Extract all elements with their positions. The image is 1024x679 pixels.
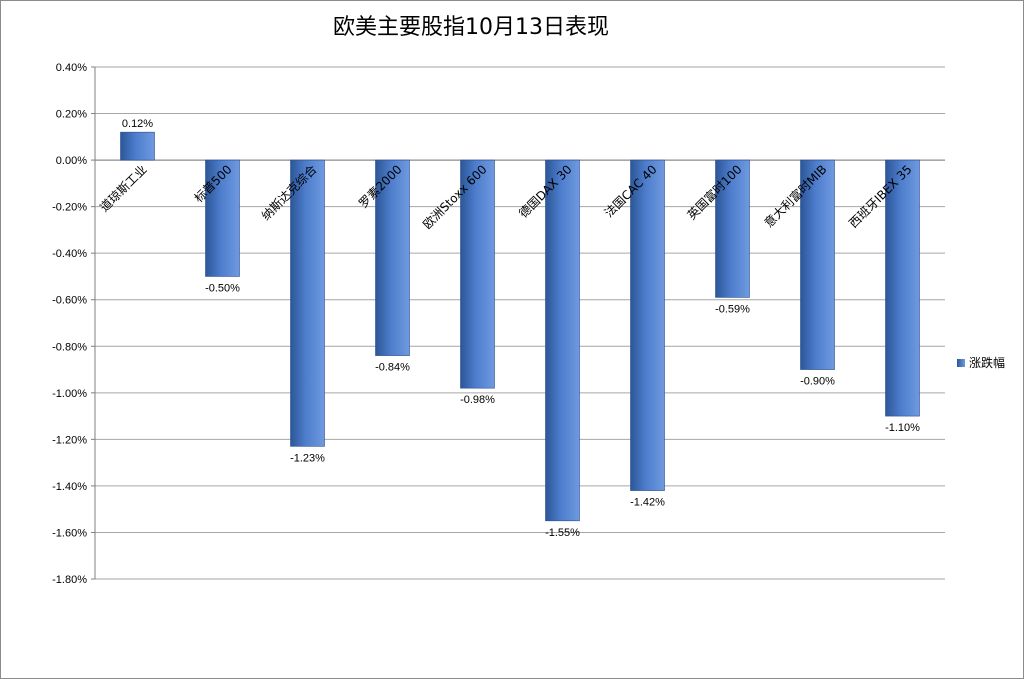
data-label: -1.42% (630, 497, 665, 509)
data-label: -0.59% (715, 303, 750, 315)
legend: 涨跌幅 (957, 354, 1005, 371)
data-label: -0.90% (800, 376, 835, 388)
data-label: -0.50% (205, 282, 240, 294)
bar (715, 159, 750, 298)
data-label: -1.10% (885, 422, 920, 434)
bar (205, 159, 240, 277)
data-label: -0.98% (460, 394, 495, 406)
y-tick-label: -1.00% (52, 388, 87, 400)
y-tick-label: -0.60% (52, 295, 87, 307)
legend-swatch (957, 358, 965, 367)
bar (630, 159, 665, 491)
y-tick-label: 0.20% (56, 109, 87, 121)
y-tick-label: -0.20% (52, 202, 87, 214)
data-label: -0.84% (375, 362, 410, 374)
data-label: -1.23% (290, 452, 325, 464)
bar (545, 159, 580, 522)
y-tick-label: -1.80% (52, 574, 87, 586)
bar (800, 159, 835, 370)
y-tick-label: 0.00% (56, 155, 87, 167)
y-tick-label: -0.80% (52, 341, 87, 353)
bar (290, 159, 325, 447)
y-tick-label: -0.40% (52, 248, 87, 260)
bar (120, 131, 155, 161)
data-label: -1.55% (545, 527, 580, 539)
y-tick-label: 0.40% (56, 62, 87, 74)
y-tick-label: -1.60% (52, 527, 87, 539)
bar (885, 159, 920, 417)
legend-label: 涨跌幅 (969, 356, 1006, 370)
y-tick-label: -1.20% (52, 434, 87, 446)
y-tick-label: -1.40% (52, 481, 87, 493)
chart-title: 欧美主要股指10月13日表现 (333, 15, 609, 40)
bar (460, 159, 495, 389)
bar (375, 159, 410, 356)
data-label: 0.12% (122, 118, 153, 130)
